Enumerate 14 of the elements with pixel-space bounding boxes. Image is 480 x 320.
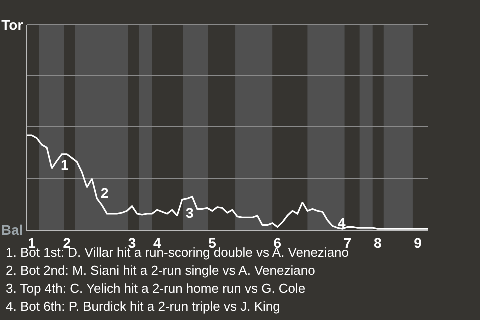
annotation: 4 bbox=[338, 215, 346, 231]
text: Bal bbox=[1, 222, 24, 238]
x-tick-label: 8 bbox=[374, 234, 382, 251]
text: 2. Bot 2nd: M. Siani hit a 2-run single vs A. Veneziano bbox=[6, 263, 316, 278]
text: 4. Bot 6th: P. Burdick hit a 2-run triple vs J. King bbox=[6, 299, 280, 314]
annotation: 1 bbox=[61, 157, 69, 173]
text: Tor bbox=[2, 16, 24, 33]
x-tick-label: 4 bbox=[153, 234, 162, 251]
x-tick-label: 5 bbox=[208, 234, 217, 251]
annotation: 2 bbox=[101, 185, 109, 201]
annotation: 3 bbox=[186, 205, 194, 221]
text: 3. Top 4th: C. Yelich hit a 2-run home run vs G. Cole bbox=[6, 281, 306, 296]
x-tick-label: 7 bbox=[344, 234, 352, 251]
x-tick-label: 9 bbox=[414, 234, 422, 251]
